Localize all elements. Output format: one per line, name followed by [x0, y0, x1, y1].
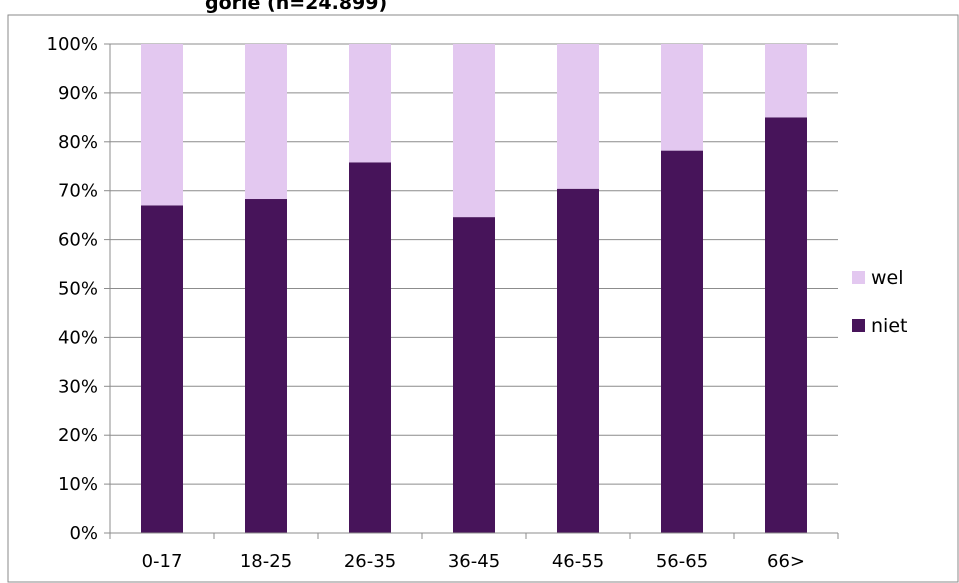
y-tick-label: 30% [58, 376, 98, 397]
x-axis-tick-labels: 0-17 18-25 26-35 36-45 46-55 56-65 66> [142, 551, 805, 572]
bar-segment-wel [245, 44, 287, 200]
bar-segment-niet [349, 162, 391, 533]
x-tick-label: 18-25 [240, 551, 292, 572]
y-tick-label: 80% [58, 132, 98, 153]
bar-segment-wel [765, 44, 807, 118]
legend-swatch-wel [852, 271, 865, 284]
x-tick-label: 36-45 [448, 551, 500, 572]
bar-segment-niet [141, 205, 183, 533]
y-tick-label: 70% [58, 181, 98, 202]
bar-segment-niet [765, 117, 807, 533]
y-tick-label: 0% [69, 523, 98, 544]
legend: wel niet [852, 267, 907, 337]
x-tick-label: 66> [767, 551, 805, 572]
y-tick-label: 40% [58, 327, 98, 348]
legend-label-niet: niet [871, 315, 907, 337]
y-tick-label: 20% [58, 425, 98, 446]
bar-segment-wel [141, 44, 183, 206]
bar-segment-wel [349, 44, 391, 163]
axes [104, 43, 839, 539]
y-tick-label: 50% [58, 279, 98, 300]
bar-segment-niet [557, 188, 599, 533]
x-tick-label: 0-17 [142, 551, 183, 572]
y-axis-tick-labels: 0% 10% 20% 30% 40% 50% 60% 70% 80% 90% 100% [47, 34, 98, 544]
bar-segment-niet [661, 150, 703, 534]
y-tick-label: 90% [58, 83, 98, 104]
x-tick-label: 56-65 [656, 551, 708, 572]
legend-swatch-niet [852, 319, 865, 332]
bar-segment-wel [661, 44, 703, 151]
y-tick-label: 10% [58, 474, 98, 495]
y-tick-label: 60% [58, 230, 98, 251]
bar-segment-wel [453, 44, 495, 218]
bar-segment-niet [245, 199, 287, 533]
chart-title: gorie (n=24.899) [205, 0, 388, 14]
y-tick-label: 100% [47, 34, 98, 55]
chart-area-border [7, 14, 959, 583]
bar-segment-wel [557, 44, 599, 189]
legend-label-wel: wel [871, 267, 904, 289]
x-tick-label: 46-55 [552, 551, 604, 572]
bar-segment-niet [453, 217, 495, 533]
bars [141, 44, 807, 534]
x-tick-label: 26-35 [344, 551, 396, 572]
